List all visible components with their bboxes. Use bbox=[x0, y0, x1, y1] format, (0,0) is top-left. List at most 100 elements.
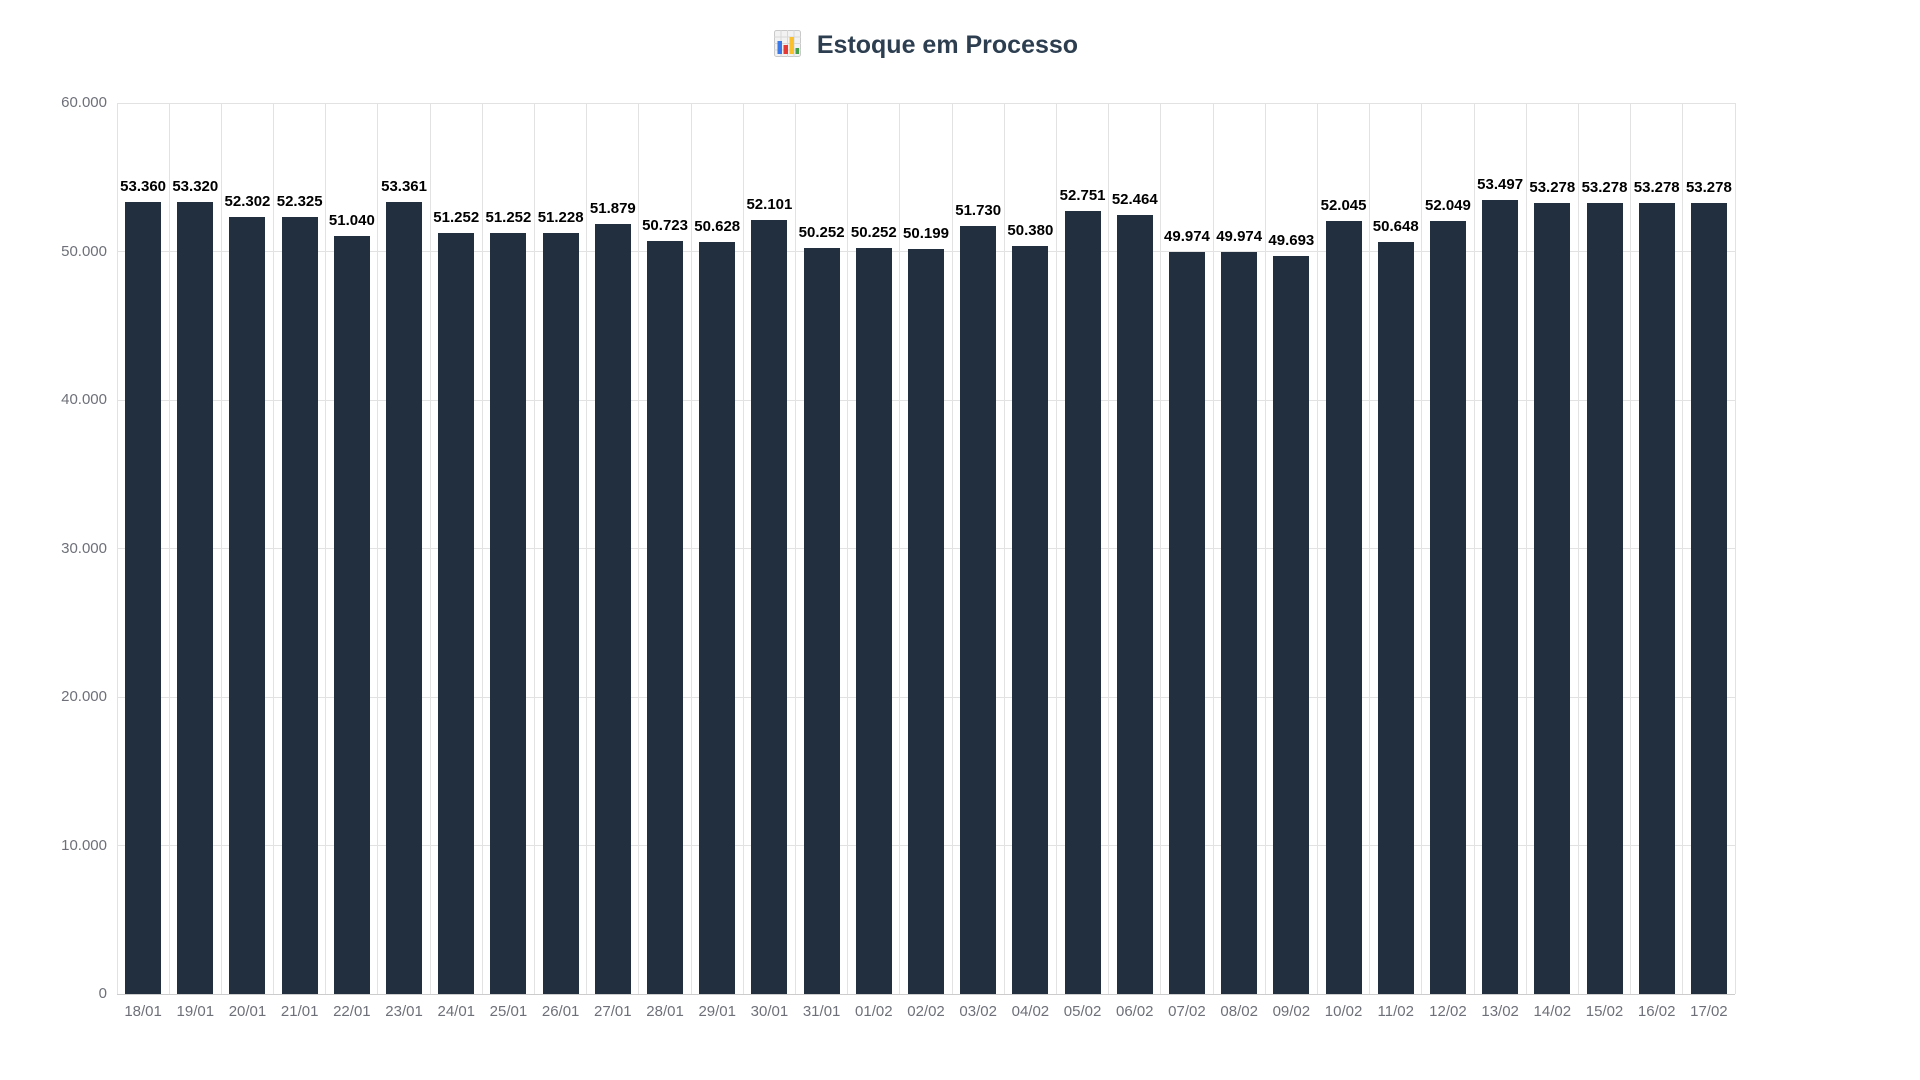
v-gridline bbox=[481, 103, 483, 994]
v-gridline bbox=[1160, 103, 1162, 994]
v-gridline bbox=[1577, 103, 1579, 994]
bar-value-label: 50.723 bbox=[642, 216, 688, 234]
bar-value-label: 50.628 bbox=[694, 218, 741, 236]
v-gridline bbox=[742, 103, 744, 994]
bar bbox=[125, 201, 162, 994]
bar bbox=[1482, 199, 1519, 994]
bar bbox=[333, 236, 370, 994]
bar-value-label: 52.101 bbox=[746, 196, 793, 214]
bar bbox=[542, 233, 579, 994]
x-tick-label: 05/02 bbox=[1063, 1003, 1102, 1020]
bar bbox=[1638, 202, 1675, 994]
bar bbox=[177, 202, 214, 994]
bar-value-label: 50.199 bbox=[903, 224, 949, 242]
bar-value-label: 53.360 bbox=[120, 177, 167, 195]
x-tick-label: 24/01 bbox=[437, 1003, 476, 1020]
bar-value-label: 51.228 bbox=[537, 209, 584, 227]
bar-value-label: 51.252 bbox=[433, 208, 480, 226]
bar-value-label: 50.252 bbox=[850, 223, 897, 241]
v-gridline bbox=[1003, 103, 1005, 994]
v-gridline bbox=[586, 103, 588, 994]
v-gridline bbox=[116, 103, 118, 994]
y-tick-label: 40.000 bbox=[61, 391, 107, 408]
bar bbox=[699, 242, 736, 994]
bar bbox=[1325, 221, 1362, 994]
bar bbox=[1586, 202, 1623, 994]
y-tick-label: 50.000 bbox=[61, 242, 107, 260]
bar-value-label: 53.497 bbox=[1477, 175, 1524, 193]
bar-value-label: 52.302 bbox=[224, 193, 271, 211]
x-tick-label: 13/02 bbox=[1481, 1003, 1519, 1020]
x-tick-label: 31/01 bbox=[802, 1003, 841, 1020]
bar bbox=[1221, 251, 1258, 994]
x-tick-label: 27/01 bbox=[594, 1003, 632, 1020]
bar-value-label: 52.049 bbox=[1424, 197, 1471, 215]
bar bbox=[594, 223, 631, 994]
bar-value-label: 49.693 bbox=[1268, 232, 1315, 250]
y-tick-label: 10.000 bbox=[61, 836, 107, 854]
x-tick-label: 09/02 bbox=[1272, 1003, 1311, 1020]
bar bbox=[1690, 202, 1727, 994]
bar bbox=[855, 247, 892, 994]
x-tick-label: 28/01 bbox=[646, 1003, 684, 1020]
chart-title: Estoque em Processo bbox=[117, 30, 1735, 64]
bar bbox=[1168, 251, 1205, 994]
v-gridline bbox=[638, 103, 640, 994]
bar bbox=[1064, 210, 1101, 994]
v-gridline bbox=[377, 103, 379, 994]
bar-value-label: 51.730 bbox=[955, 201, 1002, 219]
bar-value-label: 50.648 bbox=[1372, 217, 1419, 235]
v-gridline bbox=[1212, 103, 1214, 994]
v-gridline bbox=[1525, 103, 1527, 994]
v-gridline bbox=[795, 103, 797, 994]
bar bbox=[1116, 214, 1153, 994]
x-tick-label: 12/02 bbox=[1429, 1003, 1467, 1020]
v-gridline bbox=[429, 103, 431, 994]
bar bbox=[229, 217, 266, 994]
x-tick-label: 03/02 bbox=[959, 1003, 997, 1020]
x-tick-label: 18/01 bbox=[124, 1003, 162, 1020]
v-gridline bbox=[273, 103, 275, 994]
v-gridline bbox=[1264, 103, 1266, 994]
x-tick-label: 26/01 bbox=[541, 1003, 580, 1020]
bar bbox=[751, 220, 788, 994]
x-tick-label: 06/02 bbox=[1115, 1003, 1154, 1020]
x-tick-label: 08/02 bbox=[1220, 1003, 1258, 1020]
bar bbox=[281, 216, 318, 994]
v-gridline bbox=[847, 103, 849, 994]
bar-value-label: 50.380 bbox=[1007, 221, 1054, 239]
x-tick-label: 25/01 bbox=[489, 1003, 528, 1020]
x-tick-label: 29/01 bbox=[698, 1003, 736, 1020]
v-gridline bbox=[1316, 103, 1318, 994]
x-tick-label: 20/01 bbox=[228, 1003, 267, 1020]
bar-value-label: 52.464 bbox=[1111, 190, 1158, 208]
bar bbox=[803, 247, 840, 994]
bar-chart-icon bbox=[773, 30, 801, 64]
x-tick-label: 01/02 bbox=[855, 1003, 893, 1020]
v-gridline bbox=[168, 103, 170, 994]
x-tick-label: 30/01 bbox=[750, 1003, 789, 1020]
bar-value-label: 53.361 bbox=[381, 177, 428, 195]
bar-value-label: 52.751 bbox=[1059, 186, 1106, 204]
bar bbox=[908, 248, 944, 994]
x-tick-label: 02/02 bbox=[907, 1003, 945, 1020]
x-tick-label: 04/02 bbox=[1011, 1003, 1050, 1020]
chart-title-text: Estoque em Processo bbox=[816, 31, 1079, 59]
x-tick-label: 19/01 bbox=[176, 1003, 215, 1020]
x-tick-label: 07/02 bbox=[1168, 1003, 1206, 1020]
x-tick-label: 14/02 bbox=[1533, 1003, 1572, 1020]
bar bbox=[1429, 221, 1466, 994]
bar bbox=[386, 201, 423, 994]
x-tick-label: 15/02 bbox=[1585, 1003, 1624, 1020]
x-tick-label: 17/02 bbox=[1690, 1003, 1728, 1020]
bar-value-label: 49.974 bbox=[1216, 227, 1263, 245]
bar bbox=[490, 232, 527, 994]
x-tick-label: 10/02 bbox=[1324, 1003, 1363, 1020]
h-gridline bbox=[117, 102, 1735, 104]
bar bbox=[1534, 202, 1571, 994]
bar-value-label: 52.045 bbox=[1320, 197, 1367, 215]
v-gridline bbox=[690, 103, 692, 994]
v-gridline bbox=[1108, 103, 1110, 994]
bar-value-label: 53.278 bbox=[1685, 178, 1732, 196]
x-axis-line bbox=[117, 993, 1735, 995]
